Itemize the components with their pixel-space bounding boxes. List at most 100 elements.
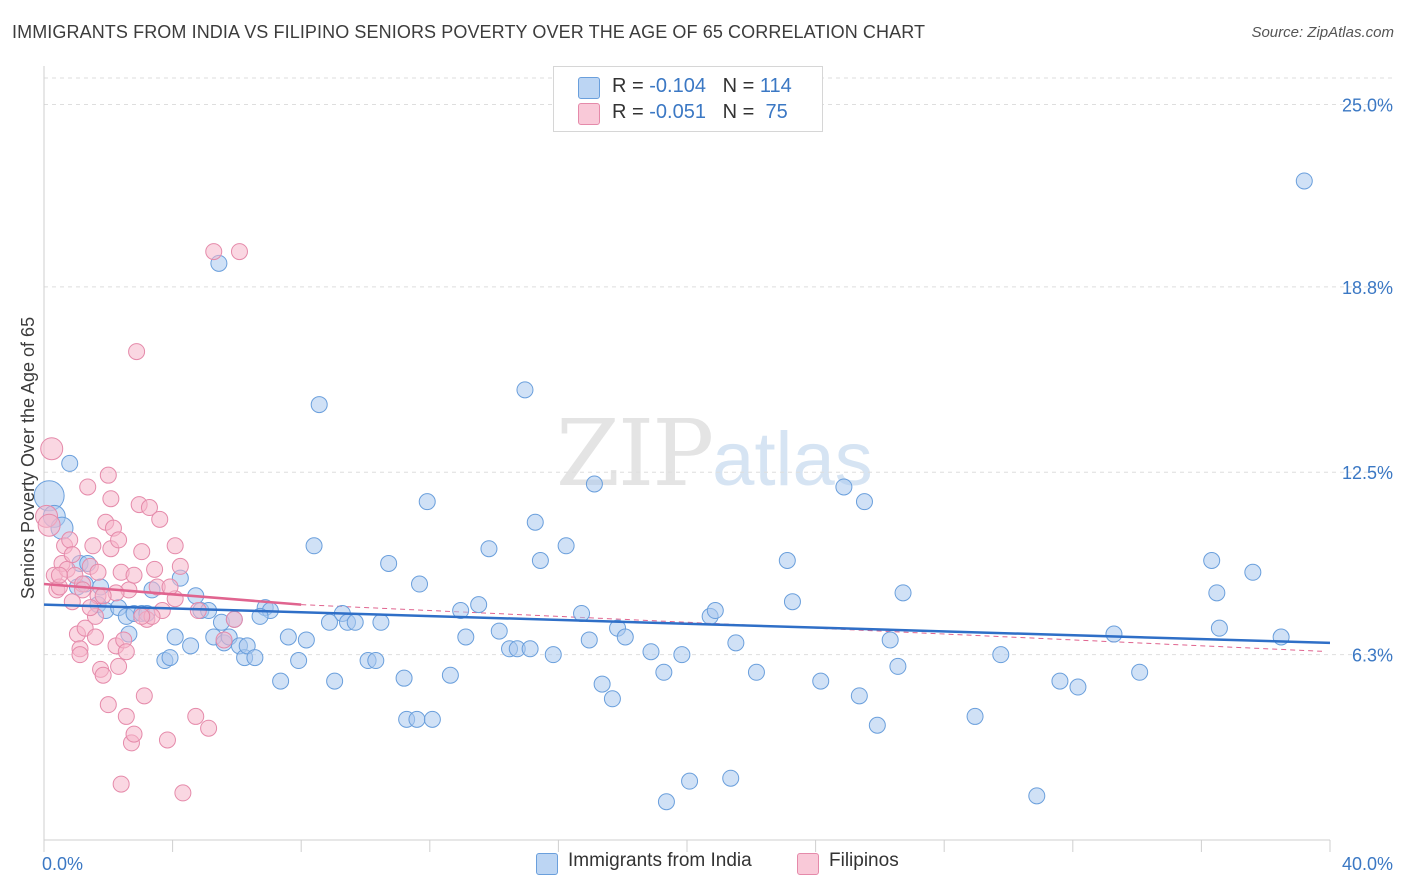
filipino-point — [158, 731, 176, 749]
axis-labels: 6.3% 12.5% 18.8% 25.0% 0.0% 40.0% Seniors Pove… — [18, 95, 1393, 874]
filipino-point — [200, 719, 218, 737]
india-point — [966, 707, 984, 725]
india-point — [889, 657, 907, 675]
filipino-point — [225, 610, 243, 628]
legend-india-r-value: -0.104 — [649, 75, 706, 97]
india-point — [657, 793, 675, 811]
india-point — [812, 672, 830, 690]
filipino-point — [79, 478, 97, 496]
filipino-point — [135, 687, 153, 705]
india-point — [470, 596, 488, 614]
source-label: Source: ZipAtlas.com — [1251, 24, 1394, 41]
india-point — [706, 602, 724, 620]
filipino-point — [112, 775, 130, 793]
india-point — [1244, 563, 1262, 581]
watermark: ZIPatlas — [556, 400, 873, 507]
india-point — [894, 584, 912, 602]
india-point — [480, 540, 498, 558]
india-point — [747, 663, 765, 681]
india-point — [722, 769, 740, 787]
india-point — [727, 634, 745, 652]
india-point — [490, 622, 508, 640]
filipino-point — [94, 666, 112, 684]
india-point — [1203, 552, 1221, 570]
filipino-point — [133, 543, 151, 561]
filipino-point — [89, 563, 107, 581]
filipino-trend-line — [43, 582, 302, 606]
filipino-point — [63, 593, 81, 611]
india-point — [326, 672, 344, 690]
filipino-point — [110, 657, 128, 675]
filipino-point — [166, 537, 184, 555]
x-tick-label-min: 0.0% — [42, 854, 83, 874]
legend-fil-r-value: -0.051 — [649, 101, 706, 123]
india-point — [380, 554, 398, 572]
filipino-point — [205, 243, 223, 261]
filipino-point — [110, 531, 128, 549]
india-point — [573, 604, 591, 622]
bottom-swatch-filipinos — [797, 853, 819, 875]
gridlines — [44, 77, 1392, 656]
bottom-swatch-india — [536, 853, 558, 875]
filipino-point — [99, 466, 117, 484]
india-point — [1208, 584, 1226, 602]
india-point — [673, 646, 691, 664]
india-point — [603, 690, 621, 708]
india-point — [346, 613, 364, 631]
india-point — [182, 637, 200, 655]
filipino-point — [99, 696, 117, 714]
legend-fil-r-label: R = — [612, 101, 650, 123]
filipino-point — [146, 560, 164, 578]
filipino-point — [171, 557, 189, 575]
india-point — [272, 672, 290, 690]
filipino-point — [37, 513, 61, 537]
filipino-point — [125, 725, 143, 743]
trend-lines — [43, 582, 1331, 645]
filipino-point — [50, 566, 68, 584]
filipino-point — [84, 537, 102, 555]
filipino-point — [230, 243, 248, 261]
filipino-point — [215, 631, 233, 649]
filipino-point — [125, 566, 143, 584]
india-point — [305, 537, 323, 555]
india-point — [1028, 787, 1046, 805]
india-point — [452, 602, 470, 620]
x-tick-label-max: 40.0% — [1342, 854, 1393, 874]
correlation-legend: R = -0.104 N = 114 R = -0.051 N = 75 — [553, 66, 823, 132]
india-point — [992, 646, 1010, 664]
india-point — [411, 575, 429, 593]
series-filipinos-points — [35, 243, 248, 802]
filipino-point — [81, 599, 99, 617]
series-india-points — [33, 172, 1313, 811]
filipino-point — [63, 546, 81, 564]
india-point — [655, 663, 673, 681]
india-point — [1210, 619, 1228, 637]
india-point — [1069, 678, 1087, 696]
india-point — [580, 631, 598, 649]
bottom-label-filipinos: Filipinos — [829, 850, 899, 871]
india-point — [516, 381, 534, 399]
legend-fil-n-label: N = — [722, 101, 760, 123]
india-point — [557, 537, 575, 555]
y-tick-label: 12.5% — [1342, 463, 1393, 483]
india-point — [423, 710, 441, 728]
india-point — [868, 716, 886, 734]
india-point — [418, 493, 436, 511]
india-point — [61, 454, 79, 472]
filipino-point — [128, 343, 146, 361]
india-point — [531, 552, 549, 570]
india-point — [855, 493, 873, 511]
y-tick-label: 25.0% — [1342, 95, 1393, 115]
legend-india-n-value: 114 — [759, 75, 792, 97]
y-tick-label: 6.3% — [1352, 646, 1393, 666]
india-point — [457, 628, 475, 646]
filipino-point — [102, 490, 120, 508]
india-point — [835, 478, 853, 496]
filipino-point — [40, 437, 64, 461]
y-axis-label: Seniors Poverty Over the Age of 65 — [18, 317, 38, 599]
legend-swatch-india — [578, 77, 600, 99]
india-point — [297, 631, 315, 649]
filipino-point — [61, 531, 79, 549]
filipino-point — [133, 607, 151, 625]
